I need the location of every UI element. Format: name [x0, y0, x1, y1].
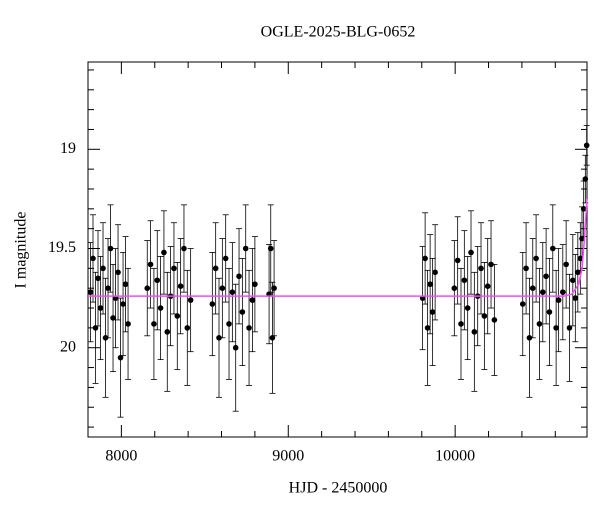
x-tick-label: 10000	[435, 448, 475, 465]
data-point	[226, 321, 232, 327]
data-point	[491, 317, 498, 323]
data-point	[461, 277, 468, 284]
data-point	[105, 285, 111, 291]
data-point	[454, 257, 461, 264]
data-point	[529, 285, 536, 291]
data-point	[92, 325, 99, 331]
data-point	[572, 295, 579, 301]
data-point	[582, 176, 589, 182]
data-point	[267, 245, 274, 252]
data-point	[87, 289, 94, 295]
data-point	[536, 321, 543, 327]
plot-frame	[87, 61, 588, 438]
data-point	[555, 297, 562, 303]
data-point	[219, 285, 226, 291]
data-point	[252, 281, 258, 288]
data-point	[484, 283, 491, 290]
data-point	[117, 354, 124, 361]
data-point	[232, 344, 239, 351]
y-tick-label: 19.5	[48, 239, 76, 256]
data-point	[464, 305, 471, 311]
data-point	[212, 265, 219, 272]
data-point	[107, 245, 114, 252]
data-point	[154, 277, 161, 284]
data-point	[236, 273, 242, 280]
data-point	[570, 277, 576, 284]
data-point	[249, 297, 256, 303]
data-point	[164, 329, 171, 335]
chart-title: OGLE-2025-BLG-0652	[261, 24, 416, 41]
data-point	[427, 281, 433, 288]
data-point	[422, 255, 428, 262]
data-point	[222, 255, 229, 262]
data-point	[125, 321, 131, 327]
data-point	[458, 321, 464, 327]
data-point	[147, 261, 154, 268]
data-point	[583, 142, 590, 149]
data-point	[209, 301, 216, 307]
x-tick-label: 9000	[272, 448, 304, 465]
data-point	[478, 265, 484, 272]
data-point	[144, 285, 151, 291]
data-point	[110, 315, 116, 321]
data-point	[157, 305, 164, 311]
data-point	[543, 273, 549, 280]
data-point	[120, 301, 126, 307]
data-point	[151, 321, 157, 327]
data-point	[161, 249, 167, 256]
data-point	[97, 305, 104, 311]
data-point	[533, 255, 539, 262]
data-point	[488, 261, 494, 268]
data-point	[100, 265, 106, 272]
x-axis-label: HJD - 2450000	[289, 480, 388, 497]
data-point	[216, 334, 222, 341]
data-point	[563, 261, 569, 268]
data-point	[269, 334, 276, 341]
data-point	[468, 249, 474, 256]
data-point	[424, 325, 431, 331]
data-point	[184, 325, 191, 331]
y-tick-label: 19	[60, 140, 76, 157]
data-point	[471, 329, 478, 335]
data-point	[115, 269, 121, 276]
data-point	[177, 283, 184, 290]
data-point	[546, 309, 553, 315]
data-point	[575, 269, 581, 276]
data-point	[171, 265, 177, 272]
model-line	[88, 198, 588, 297]
data-point	[95, 275, 101, 282]
data-point	[429, 309, 436, 315]
data-point	[229, 289, 236, 295]
data-point	[526, 334, 533, 341]
data-point	[239, 309, 246, 315]
data-point	[481, 313, 488, 319]
data-point	[566, 325, 573, 331]
data-point	[560, 289, 566, 295]
data-point	[553, 325, 559, 331]
data-point	[122, 281, 129, 288]
data-point	[174, 313, 181, 319]
data-point	[549, 245, 556, 252]
x-tick-label: 8000	[105, 448, 137, 465]
data-point	[181, 245, 187, 252]
data-point	[580, 206, 587, 212]
data-point	[519, 301, 526, 307]
data-point	[187, 297, 194, 303]
data-point	[432, 269, 438, 276]
data-point	[451, 285, 458, 291]
data-point	[271, 285, 277, 291]
data-point	[246, 325, 252, 331]
data-point	[242, 245, 249, 252]
data-point	[523, 265, 529, 272]
y-tick-label: 20	[60, 338, 76, 355]
y-axis-label: I magnitude	[13, 212, 30, 289]
data-point	[90, 255, 96, 262]
data-point	[539, 289, 546, 295]
data-point	[579, 235, 585, 242]
